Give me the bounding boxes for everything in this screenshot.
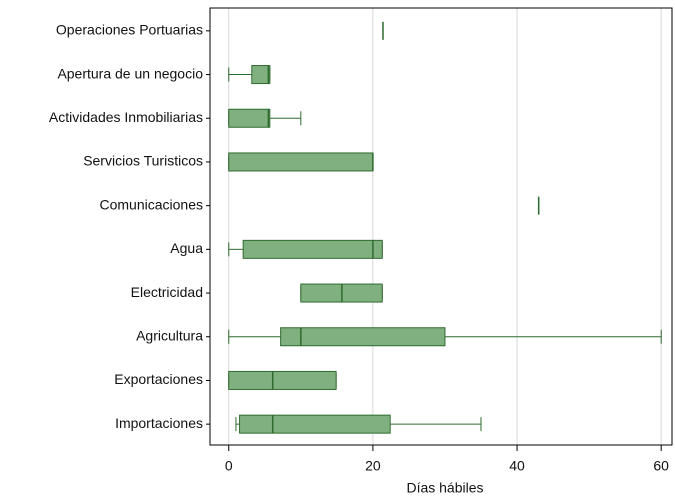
x-tick-label: 20 [365, 458, 381, 474]
box [280, 327, 446, 347]
y-tick-label: Operaciones Portuarias [56, 22, 203, 38]
box [239, 414, 391, 434]
y-tick-label: Agricultura [136, 327, 203, 343]
x-tick-label: 0 [225, 458, 233, 474]
y-tick-label: Electricidad [131, 284, 203, 300]
y-tick-label: Servicios Turisticos [83, 153, 203, 169]
x-tick-label: 60 [653, 458, 669, 474]
y-tick-label: Agua [170, 240, 203, 256]
x-tick-label: 40 [509, 458, 525, 474]
box [228, 108, 271, 128]
y-tick-label: Apertura de un negocio [57, 65, 203, 81]
y-tick-label: Comunicaciones [100, 196, 204, 212]
x-axis-label: Días hábiles [406, 480, 483, 496]
box [228, 152, 374, 172]
plot-frame [209, 7, 673, 446]
y-tick-label: Importaciones [115, 415, 203, 431]
box [251, 65, 271, 85]
box [228, 370, 337, 390]
box [242, 239, 383, 259]
y-tick-label: Actividades Inmobiliarias [49, 109, 203, 125]
y-tick-label: Exportaciones [114, 371, 203, 387]
